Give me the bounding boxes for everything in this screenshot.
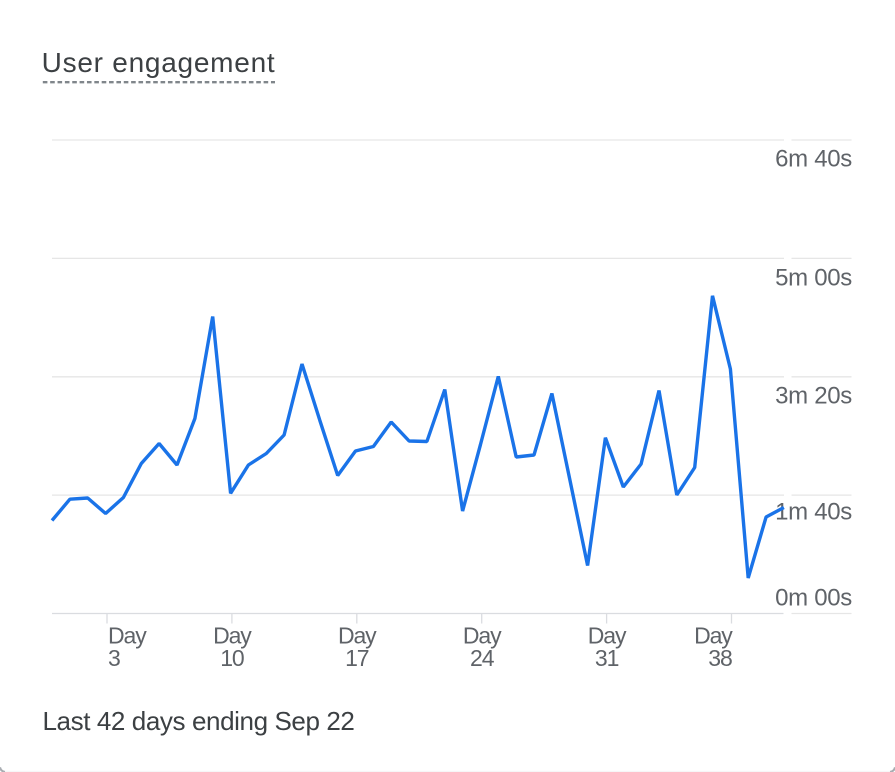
svg-text:17: 17 — [345, 645, 369, 671]
svg-text:Day: Day — [463, 622, 502, 648]
svg-text:Day: Day — [588, 622, 627, 648]
svg-text:31: 31 — [595, 645, 619, 671]
svg-text:24: 24 — [470, 645, 495, 671]
svg-text:User engagement: User engagement — [42, 47, 276, 78]
svg-text:5m 00s: 5m 00s — [775, 265, 852, 292]
svg-text:6m 40s: 6m 40s — [775, 146, 852, 173]
svg-text:Day: Day — [108, 622, 147, 648]
svg-text:0m 00s: 0m 00s — [775, 585, 852, 612]
svg-text:3: 3 — [108, 645, 120, 671]
svg-text:10: 10 — [220, 645, 244, 671]
svg-text:3m 20s: 3m 20s — [775, 383, 852, 410]
svg-text:Day: Day — [338, 622, 377, 648]
svg-text:38: 38 — [708, 645, 732, 671]
svg-text:Day: Day — [694, 622, 733, 648]
svg-text:Last 42 days ending Sep 22: Last 42 days ending Sep 22 — [43, 706, 355, 736]
svg-text:1m 40s: 1m 40s — [775, 499, 852, 526]
svg-text:Day: Day — [213, 622, 252, 648]
